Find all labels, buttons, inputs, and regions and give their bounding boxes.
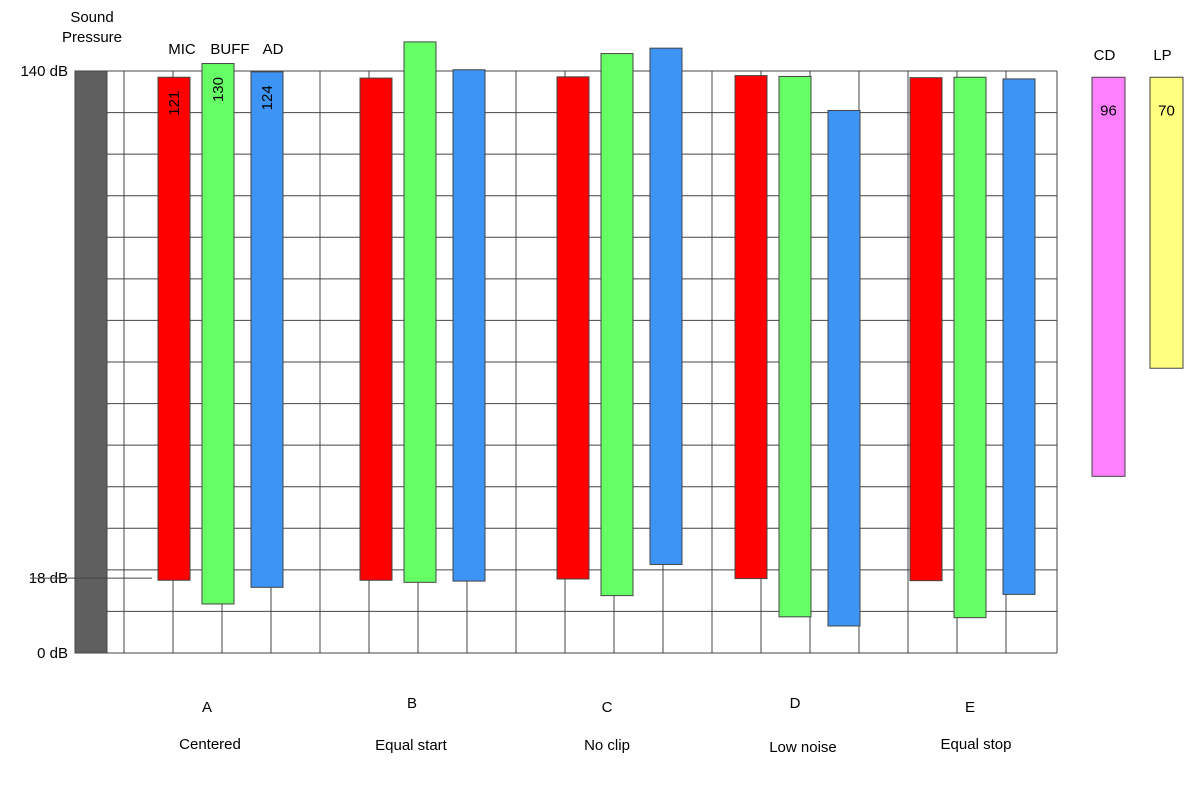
range-bar-a-buff <box>201 63 235 605</box>
range-bar-d-ad <box>827 110 861 627</box>
group-letter: E <box>965 699 975 716</box>
range-bar-a-ad <box>250 71 284 588</box>
range-bar-e-ad <box>1002 78 1036 595</box>
legend-mic: MIC <box>168 41 196 58</box>
reference-value-label: 70 <box>1158 102 1175 119</box>
legend-buff: BUFF <box>210 41 249 58</box>
range-bar-d-buff <box>778 75 812 618</box>
range-bar-e-buff <box>953 76 987 619</box>
range-bar-b-mic <box>359 77 393 581</box>
range-value-label: 124 <box>259 85 276 110</box>
legend-ad: AD <box>263 41 284 58</box>
group-label: Centered <box>179 736 241 753</box>
range-bar-c-mic <box>556 76 590 580</box>
group-letter: C <box>602 699 613 716</box>
reference-bars: CD 96 LP 70 <box>1091 47 1184 477</box>
group-label: No clip <box>584 737 630 754</box>
range-bar-b-buff <box>403 41 437 583</box>
range-bar-c-ad <box>649 47 683 565</box>
reference-name: CD <box>1094 47 1116 64</box>
y-tick-label: 140 dB <box>20 63 68 80</box>
group-label: Equal start <box>375 737 448 754</box>
reference-bar-cd <box>1091 76 1126 477</box>
group-label: Low noise <box>769 739 837 756</box>
sound-pressure-bar <box>74 70 108 654</box>
range-bar-c-buff <box>600 53 634 597</box>
range-bar-a-mic <box>157 76 191 581</box>
range-value-label: 121 <box>166 91 183 116</box>
chart-title: Sound Pressure <box>62 9 122 46</box>
bars: 121 130 124 <box>157 41 1036 627</box>
group-labels: A Centered B Equal start C No clip D Low noise E… <box>179 695 1011 756</box>
group-letter: A <box>202 699 212 716</box>
reference-bar-lp <box>1149 76 1184 369</box>
range-bar-e-mic <box>909 77 943 582</box>
y-tick-label: 0 dB <box>37 645 68 662</box>
reference-name: LP <box>1153 47 1171 64</box>
group-letter: D <box>790 695 801 712</box>
reference-value-label: 96 <box>1100 102 1117 119</box>
group-letter: B <box>407 695 417 712</box>
series-legend: MIC BUFF AD <box>168 41 283 58</box>
range-value-label: 130 <box>210 77 227 102</box>
range-bar-b-ad <box>452 69 486 582</box>
group-label: Equal stop <box>941 736 1012 753</box>
range-bar-d-mic <box>734 75 768 580</box>
